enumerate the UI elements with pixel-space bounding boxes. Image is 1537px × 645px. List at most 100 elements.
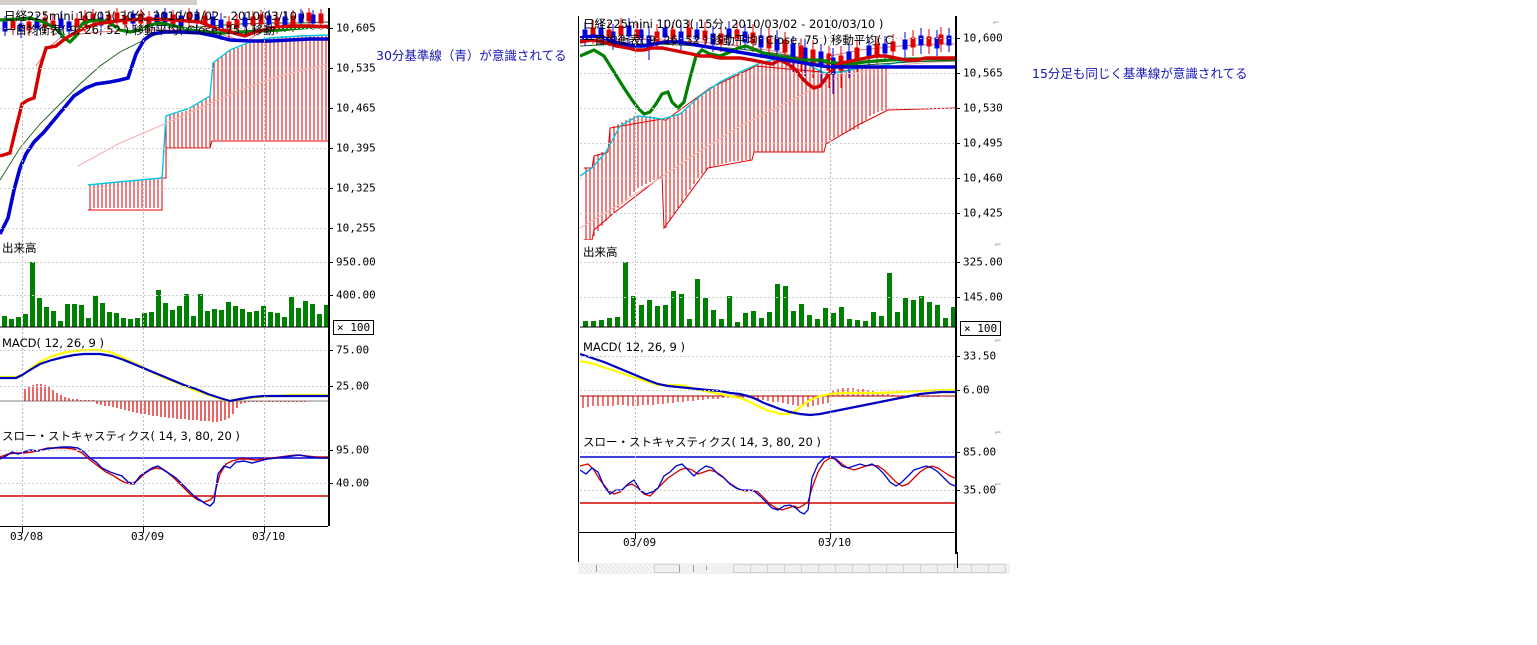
stochastics-plot[interactable] — [580, 428, 955, 532]
horizontal-scrollbar[interactable] — [578, 562, 1010, 574]
price-tick-label: 10,535 — [336, 61, 376, 75]
scrollbar-thumb[interactable] — [654, 564, 680, 573]
annotation-30min: 30分基準線（青）が意識されてる — [376, 48, 567, 63]
price-panel-15min[interactable]: 10,600 10,565 10,530 10,495 10,460 10,42… — [578, 16, 1010, 240]
volume-multiplier-badge: × 100 — [333, 320, 375, 335]
volume-axis-30min: 950.00 400.00 × 100 — [328, 240, 378, 336]
volume-axis-15min: 325.00 145.00 × 100 ⌐ — [955, 240, 1010, 336]
macd-panel-30min[interactable]: MACD( 12, 26, 9 ) 75.00 — [0, 336, 378, 428]
price-panel-30min[interactable]: 10,605 10,535 10,465 10,395 10,325 10,25… — [0, 8, 378, 240]
panel-resize-mark: ⌐ — [995, 428, 1002, 439]
stochastics-series-graphic — [580, 455, 955, 515]
stochastics-series-graphic — [0, 446, 328, 507]
axis-line — [328, 8, 330, 240]
chart-window-15min[interactable]: 日経225mini 10/03( 15分, 2010/03/02 - 2010/… — [578, 16, 1010, 568]
price-plot[interactable] — [580, 16, 955, 240]
volume-plot[interactable] — [580, 240, 955, 336]
stochastics-title: スロー・ストキャスティクス( 14, 3, 80, 20 ) — [2, 429, 240, 443]
volume-series-graphic — [0, 262, 328, 328]
annotation-15min: 15分足も同じく基準線が意識されてる — [1032, 66, 1248, 81]
price-axis-30min: 10,605 10,535 10,465 10,395 10,325 10,25… — [328, 8, 378, 240]
stochastics-tick-label: 95.00 — [336, 443, 370, 457]
price-tick-label: 10,465 — [336, 101, 376, 115]
stochastics-axis-30min: 95.00 40.00 — [328, 428, 378, 526]
chart-window-30min[interactable]: 日経225mini 1C/03( 30分, 2010/03/02 - 2010/… — [0, 8, 378, 548]
scrollbar-track-hatch[interactable] — [583, 565, 653, 572]
date-label: 03/08 — [10, 530, 44, 543]
stochastics-title: スロー・ストキャスティクス( 14, 3, 80, 20 ) — [583, 435, 821, 449]
gridline-v — [22, 8, 23, 240]
date-label: 03/09 — [623, 536, 657, 549]
price-plot[interactable] — [0, 8, 328, 240]
stochastics-tick-label: 40.00 — [336, 476, 370, 490]
price-tick-label: 10,605 — [336, 21, 376, 35]
chart-header-line1: 日経225mini 1C/03( 30分, 2010/03/02 - 2010/… — [4, 9, 306, 23]
panel-resize-mark: ⌐ — [995, 480, 1002, 491]
date-label: 03/10 — [252, 530, 286, 543]
volume-tick-label: 950.00 — [336, 255, 376, 269]
chart-header-line2: 一目均衡表( 9, 26, 52 ) 移動平均( Close, 75 ) 移動 — [4, 23, 275, 37]
stochastics-panel-30min[interactable]: スロー・ストキャスティクス( 14, 3, 80, 20 ) 03/08 03/… — [0, 428, 378, 548]
date-label: 03/10 — [818, 536, 852, 549]
volume-series-graphic — [580, 262, 955, 328]
x-axis-line — [0, 526, 328, 527]
macd-tick-label: 33.50 — [963, 349, 997, 363]
volume-panel-15min[interactable]: 出来高 — [578, 240, 1010, 336]
price-axis-15min: 10,600 10,565 10,530 10,495 10,460 10,42… — [955, 16, 1010, 240]
volume-multiplier-badge: × 100 — [960, 321, 1002, 336]
macd-tick-label: 75.00 — [336, 343, 370, 357]
gridline-h — [0, 28, 328, 29]
gridline-h — [0, 188, 328, 189]
gridline-v — [143, 8, 144, 240]
gridline-h — [0, 108, 328, 109]
price-tick-label: 10,565 — [963, 66, 1003, 80]
volume-title: 出来高 — [583, 245, 618, 259]
macd-axis-15min: 33.50 6.00 ⌐ — [955, 336, 1010, 428]
macd-plot[interactable] — [0, 336, 328, 428]
chart-header-line2: 一目均衡表( 9, 26, 52 ) 移動平均( Close, 75 ) 移動平… — [583, 33, 894, 47]
price-tick-label: 10,495 — [963, 136, 1003, 150]
macd-plot[interactable] — [580, 336, 955, 428]
chart-right-edge — [957, 552, 958, 568]
window-top-strip — [0, 0, 197, 5]
stochastics-panel-15min[interactable]: スロー・ストキャスティクス( 14, 3, 80, 20 ) 03/09 03/… — [578, 428, 1010, 568]
x-axis-line — [578, 532, 955, 533]
macd-title: MACD( 12, 26, 9 ) — [2, 336, 104, 350]
panel-resize-mark: ⌐ — [995, 336, 1002, 347]
volume-tick-label: 325.00 — [963, 255, 1003, 269]
volume-title: 出来高 — [2, 241, 37, 255]
macd-series-graphic — [0, 348, 328, 422]
gridline-h — [0, 148, 328, 149]
price-tick-label: 10,530 — [963, 101, 1003, 115]
gridline-h — [0, 68, 328, 69]
price-tick-label: 10,395 — [336, 141, 376, 155]
chart-header-line1: 日経225mini 10/03( 15分, 2010/03/02 - 2010/… — [583, 17, 884, 31]
price-series-graphic — [0, 8, 328, 235]
volume-plot[interactable] — [0, 240, 328, 336]
macd-axis-30min: 75.00 25.00 — [328, 336, 378, 428]
macd-series-graphic — [580, 352, 955, 417]
macd-title: MACD( 12, 26, 9 ) — [583, 340, 685, 354]
stochastics-tick-label: 35.00 — [963, 483, 997, 497]
stochastics-plot[interactable] — [0, 428, 328, 526]
window-left-border — [578, 16, 579, 568]
macd-tick-label: 6.00 — [963, 383, 990, 397]
price-tick-label: 10,255 — [336, 221, 376, 235]
volume-tick-label: 145.00 — [963, 290, 1003, 304]
macd-tick-label: 25.00 — [336, 379, 370, 393]
stochastics-axis-15min: 85.00 35.00 ⌐ ⌐ — [955, 428, 1010, 554]
volume-panel-30min[interactable]: 出来高 — [0, 240, 378, 336]
panel-resize-mark: ⌐ — [993, 18, 1000, 29]
date-label: 03/09 — [131, 530, 165, 543]
price-tick-label: 10,425 — [963, 206, 1003, 220]
gridline-v — [264, 8, 265, 240]
stochastics-tick-label: 85.00 — [963, 445, 997, 459]
price-tick-label: 10,600 — [963, 31, 1003, 45]
price-series-graphic — [580, 18, 955, 240]
volume-tick-label: 400.00 — [336, 288, 376, 302]
macd-panel-15min[interactable]: MACD( 12, 26, 9 ) 33.50 6 — [578, 336, 1010, 428]
price-tick-label: 10,460 — [963, 171, 1003, 185]
price-tick-label: 10,325 — [336, 181, 376, 195]
gridline-h — [0, 228, 328, 229]
panel-resize-mark: ⌐ — [995, 240, 1002, 251]
